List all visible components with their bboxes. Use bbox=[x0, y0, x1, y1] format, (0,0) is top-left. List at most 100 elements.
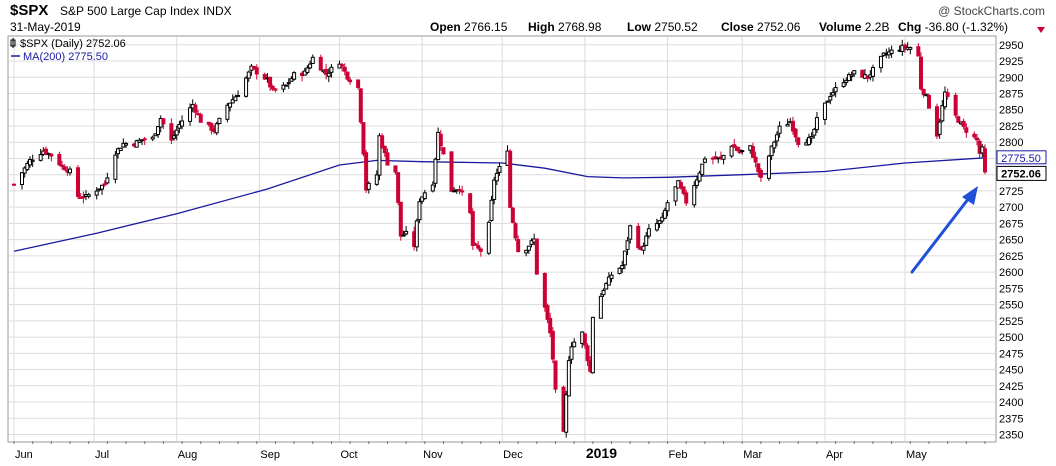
x-tick-label: Feb bbox=[669, 449, 688, 461]
low-label: Low bbox=[627, 20, 652, 34]
x-tick-label: May bbox=[906, 449, 927, 461]
y-tick-label: 2625 bbox=[999, 251, 1023, 263]
candle-body bbox=[382, 146, 387, 154]
candle-body bbox=[830, 92, 835, 96]
candle-body bbox=[76, 167, 81, 197]
candle-body bbox=[292, 72, 297, 80]
candle-body bbox=[478, 248, 483, 252]
y-tick-label: 2575 bbox=[999, 283, 1023, 295]
candle-body bbox=[841, 82, 846, 88]
candle-body bbox=[284, 84, 289, 87]
candle-body bbox=[60, 164, 65, 167]
candle-body bbox=[956, 116, 961, 123]
index-name: S&P 500 Large Cap Index bbox=[60, 4, 199, 18]
x-tick-label: Mar bbox=[743, 449, 762, 461]
candle-body bbox=[654, 223, 659, 231]
candle-body bbox=[702, 158, 707, 163]
candle-body bbox=[188, 107, 193, 122]
candle-body bbox=[118, 147, 123, 152]
candle-body bbox=[822, 102, 827, 120]
candle-body bbox=[684, 192, 689, 204]
candle-body bbox=[38, 154, 43, 161]
candle-body bbox=[473, 243, 478, 246]
candle-body bbox=[852, 70, 857, 75]
candle-body bbox=[268, 76, 273, 88]
candle-body bbox=[326, 72, 331, 77]
candle-body bbox=[286, 82, 291, 85]
exchange-label: INDX bbox=[203, 4, 232, 18]
candle-body bbox=[86, 194, 91, 197]
ma200-layer bbox=[13, 157, 986, 252]
candle-body bbox=[460, 190, 465, 193]
candle-body bbox=[753, 156, 758, 163]
y-tick-label: 2700 bbox=[999, 202, 1023, 214]
candle-body bbox=[180, 120, 185, 127]
candle-body bbox=[398, 201, 403, 237]
copyright-link[interactable]: @ StockCharts.com bbox=[938, 4, 1045, 18]
y-tick-label: 2600 bbox=[999, 267, 1023, 279]
candle-body bbox=[358, 88, 363, 123]
candle-body bbox=[308, 63, 313, 69]
candle-body bbox=[254, 67, 259, 75]
x-axis: Jun Jul Aug Sep Oct Nov Dec 2019 Feb Mar Apr May bbox=[13, 441, 986, 461]
candle-body bbox=[846, 74, 851, 82]
candle-body bbox=[609, 274, 614, 280]
candle-body bbox=[796, 137, 801, 145]
candle-body bbox=[396, 172, 401, 203]
candle-body bbox=[732, 144, 737, 148]
candle-body bbox=[374, 174, 379, 185]
y-tick-label: 2450 bbox=[999, 365, 1023, 377]
candle-body bbox=[756, 163, 761, 173]
svg-text:High 2768.98: High 2768.98 bbox=[528, 20, 602, 34]
down-triangle-icon bbox=[1037, 27, 1045, 33]
candle-body bbox=[828, 96, 833, 101]
y-tick-label: 2900 bbox=[999, 72, 1023, 84]
ma-tag-text: 2775.50 bbox=[1001, 153, 1041, 165]
candle-body bbox=[356, 79, 361, 89]
candle-body bbox=[790, 120, 795, 132]
candle-body bbox=[438, 133, 443, 147]
candle-body bbox=[940, 105, 945, 122]
candle-body bbox=[281, 84, 286, 90]
candle-body bbox=[228, 102, 233, 108]
candle-body bbox=[644, 235, 649, 246]
candle-body bbox=[945, 92, 950, 97]
candle-body bbox=[100, 184, 105, 190]
candle-body bbox=[305, 67, 310, 73]
y-tick-label: 2950 bbox=[999, 40, 1023, 52]
candle-body bbox=[289, 78, 294, 82]
candle-body bbox=[921, 88, 926, 96]
candle-body bbox=[142, 138, 147, 141]
y-tick-label: 2825 bbox=[999, 121, 1023, 133]
candle-body bbox=[566, 360, 571, 397]
candle-body bbox=[542, 272, 547, 308]
candle-body bbox=[225, 104, 230, 120]
candle-body bbox=[244, 77, 249, 97]
candle-body bbox=[953, 94, 958, 116]
candle-body bbox=[217, 117, 222, 124]
candle-body bbox=[20, 172, 25, 185]
candle-body bbox=[918, 56, 923, 90]
candle-body bbox=[806, 137, 811, 146]
candle-body bbox=[12, 183, 16, 186]
candle-body bbox=[926, 95, 931, 109]
candle-body bbox=[545, 305, 550, 320]
candle-body bbox=[604, 282, 609, 290]
y-tick-label: 2925 bbox=[999, 56, 1023, 68]
candle-body bbox=[105, 177, 110, 184]
candle-body bbox=[673, 186, 678, 202]
svg-text:Open 2766.15: Open 2766.15 bbox=[430, 20, 508, 34]
candle-body bbox=[430, 184, 435, 192]
candle-body bbox=[25, 163, 30, 171]
candle-body bbox=[924, 93, 929, 97]
chg-label: Chg bbox=[898, 20, 921, 34]
x-tick-label: Jul bbox=[95, 449, 109, 461]
x-tick-label: Dec bbox=[503, 449, 523, 461]
quote-line: Open 2766.15 High 2768.98 Low 2750.52 Cl… bbox=[430, 20, 1008, 34]
candle-body bbox=[385, 152, 390, 166]
svg-text:Low 2750.52: Low 2750.52 bbox=[627, 20, 698, 34]
candle-body bbox=[102, 183, 107, 186]
candle-body bbox=[68, 168, 73, 174]
candle-body bbox=[636, 225, 641, 249]
